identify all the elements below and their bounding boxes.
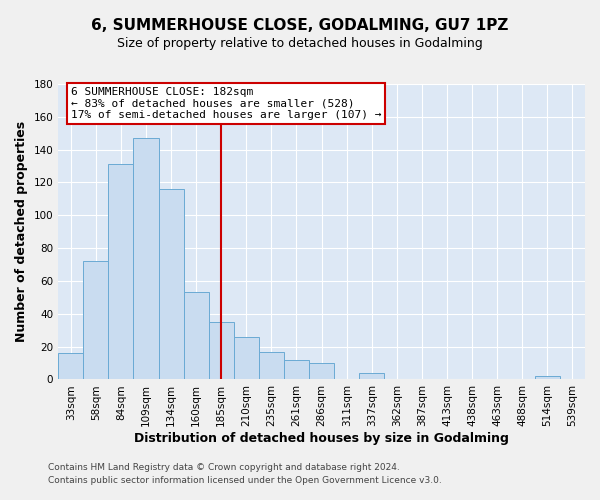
Bar xyxy=(284,360,309,380)
Y-axis label: Number of detached properties: Number of detached properties xyxy=(15,121,28,342)
Bar xyxy=(234,337,259,380)
Text: 6, SUMMERHOUSE CLOSE, GODALMING, GU7 1PZ: 6, SUMMERHOUSE CLOSE, GODALMING, GU7 1PZ xyxy=(91,18,509,32)
Bar xyxy=(259,352,284,380)
Bar xyxy=(83,262,109,380)
Bar xyxy=(58,353,83,380)
X-axis label: Distribution of detached houses by size in Godalming: Distribution of detached houses by size … xyxy=(134,432,509,445)
Bar xyxy=(359,373,385,380)
Bar xyxy=(158,189,184,380)
Bar xyxy=(109,164,133,380)
Bar xyxy=(209,322,234,380)
Text: Contains public sector information licensed under the Open Government Licence v3: Contains public sector information licen… xyxy=(48,476,442,485)
Text: Contains HM Land Registry data © Crown copyright and database right 2024.: Contains HM Land Registry data © Crown c… xyxy=(48,464,400,472)
Bar xyxy=(133,138,158,380)
Text: 6 SUMMERHOUSE CLOSE: 182sqm
← 83% of detached houses are smaller (528)
17% of se: 6 SUMMERHOUSE CLOSE: 182sqm ← 83% of det… xyxy=(71,88,381,120)
Bar xyxy=(535,376,560,380)
Bar xyxy=(309,363,334,380)
Bar xyxy=(184,292,209,380)
Text: Size of property relative to detached houses in Godalming: Size of property relative to detached ho… xyxy=(117,38,483,51)
